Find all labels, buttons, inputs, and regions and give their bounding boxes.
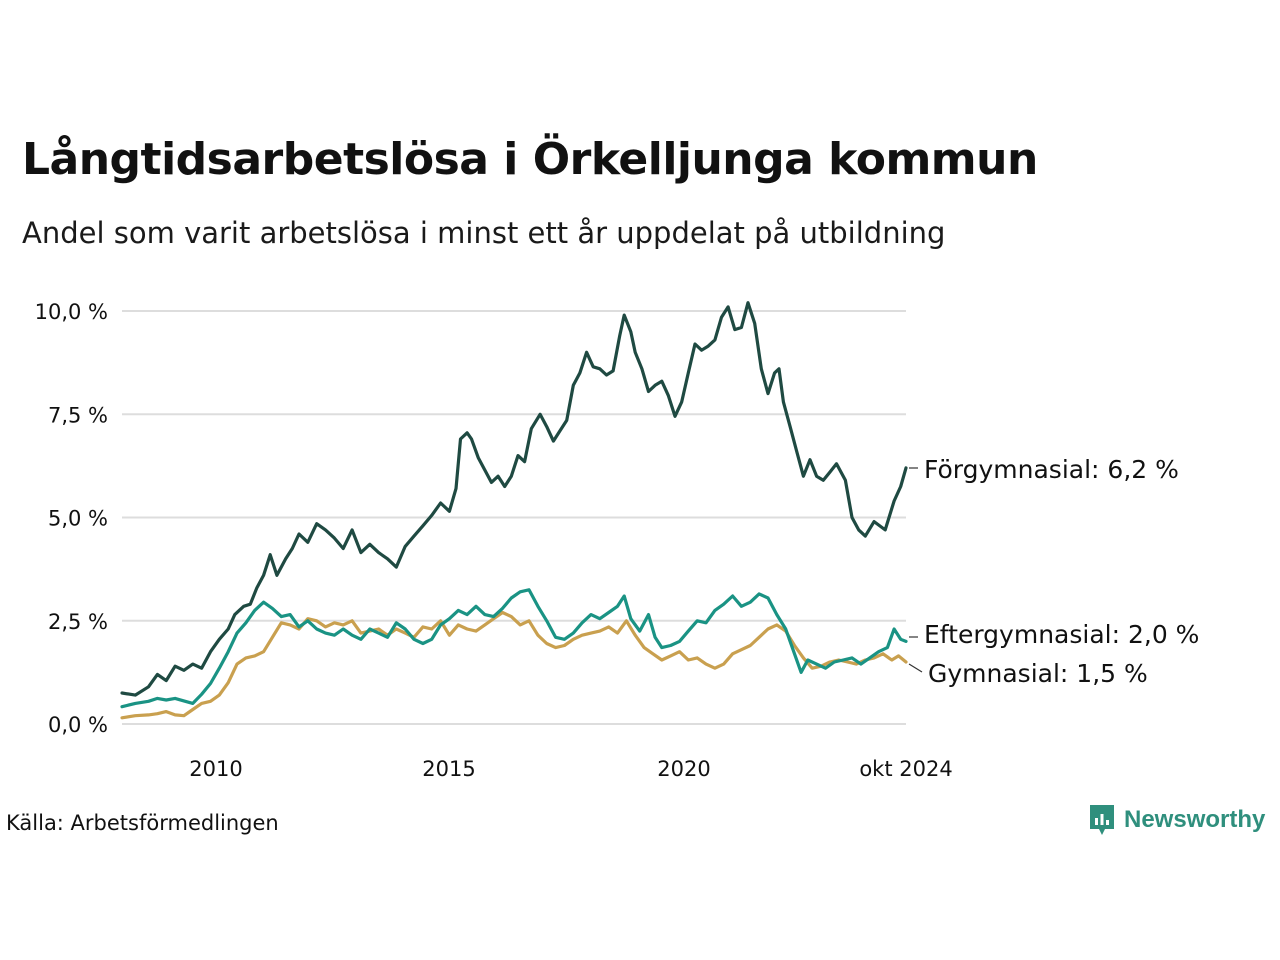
gridlines — [122, 310, 906, 725]
chart-subtitle: Andel som varit arbetslösa i minst ett å… — [22, 216, 946, 250]
x-tick-label: 2020 — [657, 757, 710, 781]
x-tick-label: okt 2024 — [859, 757, 952, 781]
end-label-gymnasial: Gymnasial: 1,5 % — [928, 659, 1148, 688]
x-tick-label: 2015 — [422, 757, 475, 781]
chart-title: Långtidsarbetslösa i Örkelljunga kommun — [22, 134, 1038, 185]
newsworthy-logo-icon — [1090, 805, 1114, 835]
series-line-eftergymnasial — [120, 588, 908, 709]
y-axis-tick-labels: 0,0 % 2,5 % 5,0 % 7,5 % 10,0 % — [35, 300, 108, 737]
series-line-gymnasial — [120, 610, 908, 720]
y-tick-label: 0,0 % — [48, 713, 108, 737]
y-tick-label: 7,5 % — [48, 403, 108, 427]
newsworthy-logo[interactable]: Newsworthy — [1088, 803, 1265, 837]
x-tick-label: 2010 — [189, 757, 242, 781]
x-axis-tick-labels: 2010 2015 2020 okt 2024 — [189, 757, 952, 781]
end-label-connector — [908, 663, 923, 673]
y-tick-label: 10,0 % — [35, 300, 108, 324]
series-line-förgymnasial — [120, 301, 908, 697]
source-note: Källa: Arbetsförmedlingen — [6, 811, 279, 835]
series-end-labels: Förgymnasial: 6,2 % Eftergymnasial: 2,0 %… — [908, 455, 1199, 688]
series-lines — [120, 301, 908, 720]
brand-name: Newsworthy — [1124, 806, 1266, 833]
y-tick-label: 2,5 % — [48, 610, 108, 634]
y-tick-label: 5,0 % — [48, 507, 108, 531]
end-label-förgymnasial: Förgymnasial: 6,2 % — [924, 455, 1179, 484]
end-label-eftergymnasial: Eftergymnasial: 2,0 % — [924, 620, 1199, 649]
